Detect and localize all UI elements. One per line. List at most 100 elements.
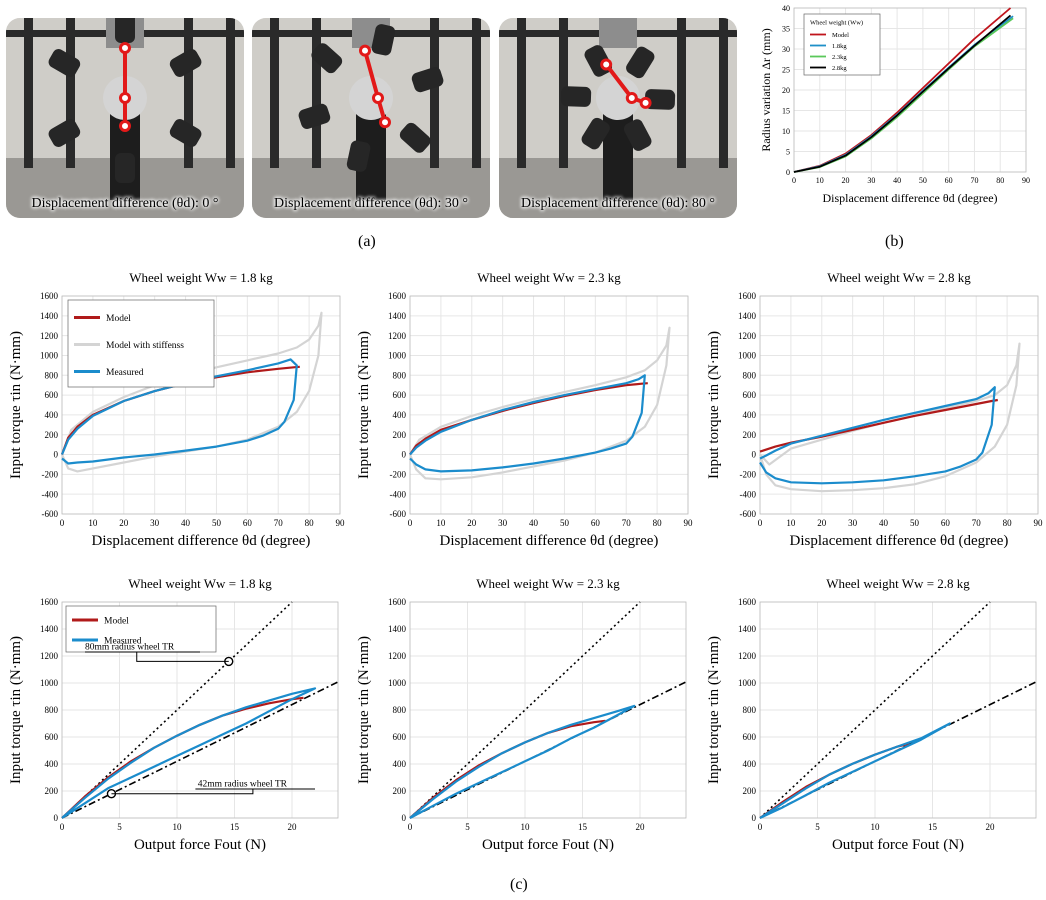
wheel-leg: [346, 140, 371, 172]
x-tick-label: 0: [60, 822, 65, 832]
y-tick-label: 0: [402, 813, 407, 823]
y-tick-label: 400: [743, 759, 757, 769]
x-tick-label: 0: [792, 176, 796, 185]
series-line-model: [759, 398, 998, 453]
photo-illustration: [499, 18, 737, 218]
series-line-measured: [759, 722, 951, 819]
y-tick-label: 1000: [388, 678, 407, 688]
y-tick-label: 1000: [738, 351, 757, 361]
x-tick-label: 90: [1022, 176, 1030, 185]
x-tick-label: 40: [879, 518, 889, 528]
y-tick-label: 1400: [738, 311, 757, 321]
legend-entry: 2.8kg: [832, 65, 847, 72]
x-axis-label: Displacement difference θd (degree): [440, 533, 659, 549]
frame-bar: [517, 18, 526, 168]
x-axis-label: Displacement difference θd (degree): [822, 191, 997, 205]
legend-entry: Model: [106, 314, 131, 324]
y-tick-label: -200: [740, 470, 757, 480]
wheel-leg: [298, 103, 331, 129]
x-tick-label: 20: [817, 518, 827, 528]
wheel-mechanism: [560, 45, 676, 151]
chart-torque-displacement-2.3kg: 0 10 20 30 40 50 60 70 80 90 -600 -400 -200 0 200 400 60…: [356, 270, 693, 549]
wheel-leg: [169, 49, 202, 77]
photo-illustration: [252, 18, 490, 218]
y-tick-label: 1200: [388, 331, 407, 341]
chart-title: Wheel weight Ww = 2.8 kg: [827, 270, 971, 285]
figure-label-c: (c): [510, 876, 528, 893]
y-tick-label: 1600: [40, 291, 59, 301]
x-tick-label: 30: [848, 518, 858, 528]
y-tick-label: 800: [45, 370, 59, 380]
x-tick-label: 0: [408, 518, 413, 528]
x-tick-label: 30: [867, 176, 875, 185]
x-tick-label: 20: [636, 822, 646, 832]
series-line-measured: [61, 687, 317, 819]
center-post: [603, 108, 633, 200]
link-joint-marker: [625, 92, 638, 104]
y-tick-label: 800: [743, 705, 757, 715]
legend-box: [803, 13, 881, 76]
series-line-measured: [60, 358, 298, 465]
wheel-leg: [371, 24, 396, 56]
x-tick-label: 10: [786, 518, 796, 528]
frame-bar: [472, 18, 481, 168]
wheel-leg: [644, 89, 676, 110]
y-tick-label: 1400: [40, 624, 59, 634]
frame-bar: [312, 18, 321, 168]
link-joint-marker: [639, 96, 652, 109]
y-tick-label: 10: [782, 127, 790, 136]
x-axis-label: Displacement difference θd (degree): [790, 533, 1009, 549]
plot-frame: [409, 601, 687, 819]
x-tick-label: 40: [529, 518, 539, 528]
wheel-leg: [169, 119, 202, 147]
series-line-measured: [409, 704, 636, 819]
link-joint-marker: [372, 92, 384, 104]
wheel-leg: [48, 119, 81, 147]
chart-torque-displacement-2.8kg: 0 10 20 30 40 50 60 70 80 90 -600 -400 -200 0 200 400 60…: [706, 270, 1043, 549]
y-axis-label: Input torque τin (N·mm): [706, 636, 722, 784]
y-tick-label: 20: [782, 86, 790, 95]
y-tick-label: 1200: [738, 651, 757, 661]
y-tick-label: 0: [402, 450, 407, 460]
frame-bar: [677, 18, 686, 168]
frame-bar: [184, 18, 193, 168]
series-line-measured: [759, 386, 996, 485]
y-tick-label: 1000: [40, 678, 59, 688]
wheel-leg: [311, 43, 343, 74]
y-tick-label: -600: [740, 509, 757, 519]
y-tick-label: 1000: [388, 351, 407, 361]
x-tick-label: 50: [910, 518, 920, 528]
x-tick-label: 15: [928, 822, 938, 832]
x-tick-label: 30: [150, 518, 160, 528]
x-tick-label: 80: [305, 518, 315, 528]
link-joint-marker: [359, 44, 371, 57]
photo-displacement-0: Displacement difference (θd): 0 °: [6, 18, 244, 218]
y-tick-label: 400: [393, 759, 407, 769]
chart-title: Wheel weight Ww = 2.3 kg: [476, 576, 620, 591]
plot-frame: [759, 295, 1039, 515]
y-axis-label: Radius variation Δr (mm): [759, 28, 773, 151]
chart-title: Wheel weight Ww = 1.8 kg: [129, 270, 273, 285]
x-tick-label: 10: [816, 176, 824, 185]
y-tick-label: 800: [743, 370, 757, 380]
frame-bar: [430, 18, 439, 168]
x-tick-label: 5: [465, 822, 470, 832]
wheel-leg: [411, 67, 444, 93]
annotation-42mm: 42mm radius wheel TR: [198, 779, 288, 789]
y-tick-label: 1600: [388, 291, 407, 301]
y-tick-label: 200: [45, 430, 59, 440]
y-tick-label: 40: [782, 4, 790, 13]
photo-displacement-30: Displacement difference (θd): 30 °: [252, 18, 490, 218]
y-tick-label: 15: [782, 106, 790, 115]
frame-bar: [66, 18, 75, 168]
legend-entry: 2.3kg: [832, 54, 847, 61]
wheel-mechanism: [298, 24, 444, 172]
legend-title: Wheel weight (Ww): [810, 20, 863, 27]
y-tick-label: 1600: [738, 291, 757, 301]
y-axis-label: Input torque τin (N·mm): [356, 636, 372, 784]
x-tick-label: 30: [498, 518, 508, 528]
legend-entry: Model with stiffenss: [106, 340, 184, 351]
x-tick-label: 70: [274, 518, 284, 528]
plot-frame: [61, 601, 339, 819]
link-joint-marker: [600, 58, 613, 71]
